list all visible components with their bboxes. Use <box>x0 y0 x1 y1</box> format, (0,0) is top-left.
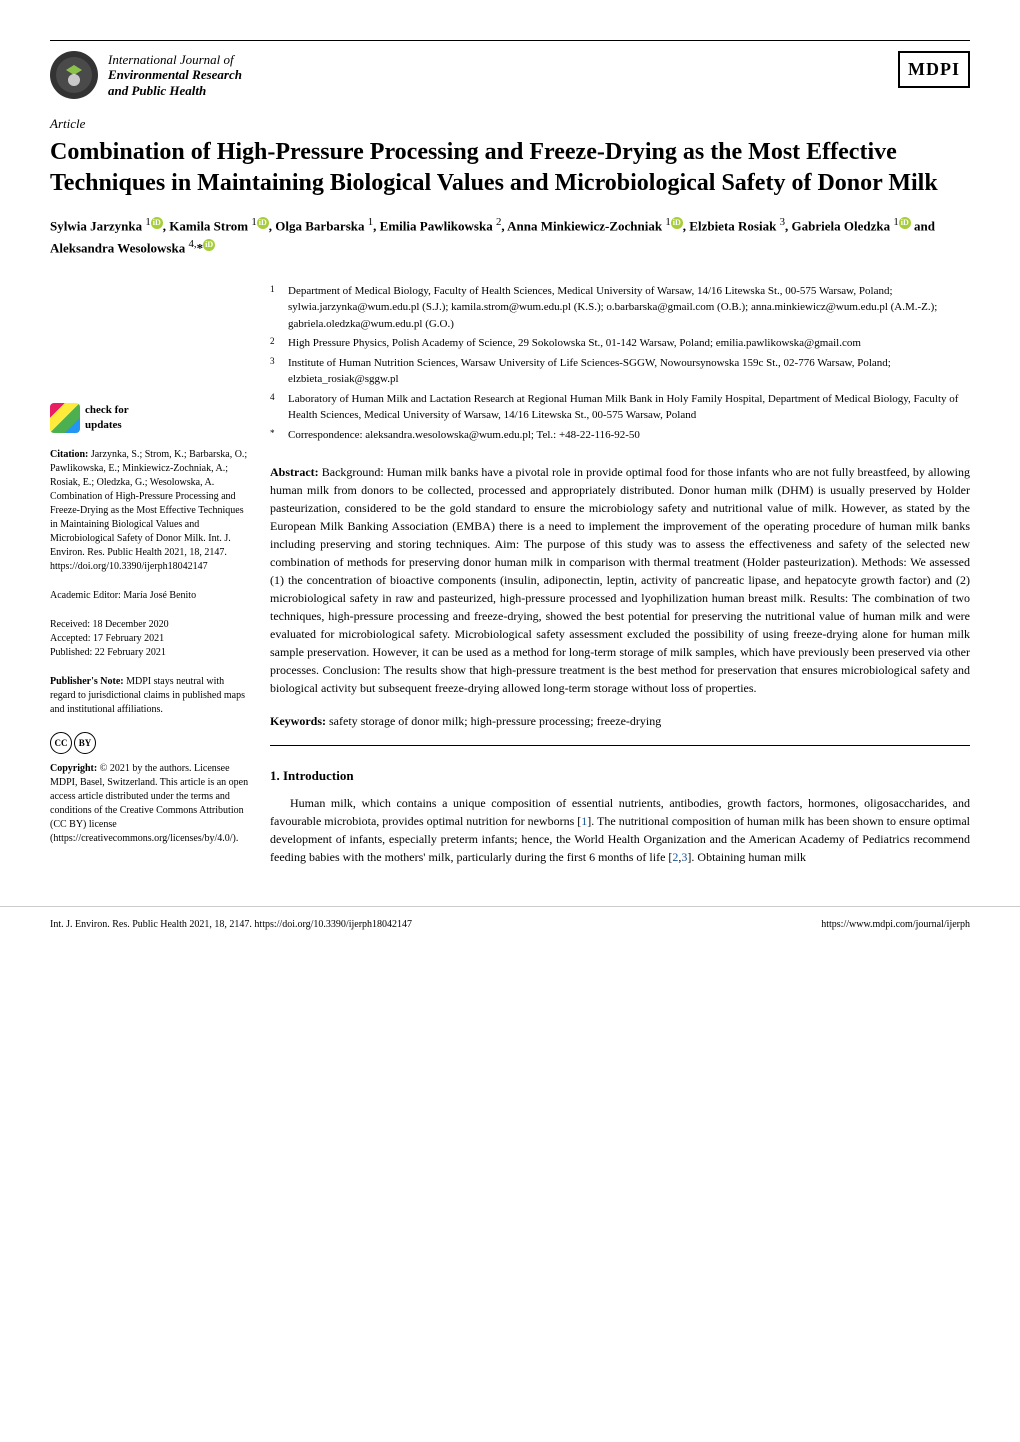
copyright-text: © 2021 by the authors. Licensee MDPI, Ba… <box>50 763 248 844</box>
orcid-icon[interactable]: iD <box>899 217 911 229</box>
orcid-icon[interactable]: iD <box>257 217 269 229</box>
journal-info: International Journal of Environmental R… <box>50 51 242 99</box>
footer-right: https://www.mdpi.com/journal/ijerph <box>821 917 970 932</box>
keywords-label: Keywords: <box>270 714 326 728</box>
affiliation-2: 2High Pressure Physics, Polish Academy o… <box>270 335 970 352</box>
ref-link-2[interactable]: 2 <box>672 850 678 864</box>
affiliation-4: 4Laboratory of Human Milk and Lactation … <box>270 391 970 424</box>
ref-link-3[interactable]: 3 <box>681 850 687 864</box>
received-date: Received: 18 December 2020 <box>50 618 250 632</box>
abstract-text: Background: Human milk banks have a pivo… <box>270 465 970 695</box>
abstract: Abstract: Background: Human milk banks h… <box>270 463 970 697</box>
published-date: Published: 22 February 2021 <box>50 646 250 660</box>
editor-name: María José Benito <box>123 590 196 601</box>
main-content: 1Department of Medical Biology, Faculty … <box>270 283 970 866</box>
journal-name-3: and Public Health <box>108 83 242 99</box>
footer-left: Int. J. Environ. Res. Public Health 2021… <box>50 917 412 932</box>
ref-link-1[interactable]: 1 <box>581 814 587 828</box>
orcid-icon[interactable]: iD <box>151 217 163 229</box>
accepted-date: Accepted: 17 February 2021 <box>50 632 250 646</box>
cc-badge: CC BY <box>50 732 250 754</box>
citation-text: Jarzynka, S.; Strom, K.; Barbarska, O.; … <box>50 449 247 572</box>
abstract-label: Abstract: <box>270 465 319 479</box>
sidebar: check forupdates Citation: Jarzynka, S.;… <box>50 283 250 866</box>
publishers-note-label: Publisher's Note: <box>50 676 124 687</box>
journal-name-1: International Journal of <box>108 52 242 68</box>
citation-block: Citation: Jarzynka, S.; Strom, K.; Barba… <box>50 448 250 574</box>
page-footer: Int. J. Environ. Res. Public Health 2021… <box>0 906 1020 942</box>
intro-text: Human milk, which contains a unique comp… <box>270 794 970 866</box>
journal-title: International Journal of Environmental R… <box>108 52 242 99</box>
orcid-icon[interactable]: iD <box>671 217 683 229</box>
article-title: Combination of High-Pressure Processing … <box>50 137 970 199</box>
journal-name-2: Environmental Research <box>108 67 242 83</box>
orcid-icon[interactable]: iD <box>203 239 215 251</box>
editor-label: Academic Editor: <box>50 590 121 601</box>
check-updates-widget[interactable]: check forupdates <box>50 403 250 434</box>
editor-block: Academic Editor: María José Benito <box>50 589 250 603</box>
journal-logo-icon <box>50 51 98 99</box>
keywords: Keywords: safety storage of donor milk; … <box>270 712 970 746</box>
check-updates-label: check forupdates <box>85 403 129 434</box>
publishers-note-block: Publisher's Note: MDPI stays neutral wit… <box>50 675 250 717</box>
dates-block: Received: 18 December 2020 Accepted: 17 … <box>50 618 250 660</box>
authors-list: Sylwia Jarzynka 1iD, Kamila Strom 1iD, O… <box>50 214 970 258</box>
intro-title: 1. Introduction <box>270 766 970 786</box>
copyright-label: Copyright: <box>50 763 97 774</box>
affiliations: 1Department of Medical Biology, Faculty … <box>270 283 970 444</box>
affiliation-3: 3Institute of Human Nutrition Sciences, … <box>270 355 970 388</box>
correspondence: *Correspondence: aleksandra.wesolowska@w… <box>270 427 970 444</box>
citation-label: Citation: <box>50 449 88 460</box>
keywords-text: safety storage of donor milk; high-press… <box>329 714 661 728</box>
cc-icon: CC <box>50 732 72 754</box>
mdpi-logo: MDPI <box>898 51 970 88</box>
copyright-block: Copyright: © 2021 by the authors. Licens… <box>50 762 250 846</box>
article-type: Article <box>50 114 970 134</box>
by-icon: BY <box>74 732 96 754</box>
check-updates-icon <box>50 403 80 433</box>
page-header: International Journal of Environmental R… <box>50 40 970 99</box>
affiliation-1: 1Department of Medical Biology, Faculty … <box>270 283 970 333</box>
